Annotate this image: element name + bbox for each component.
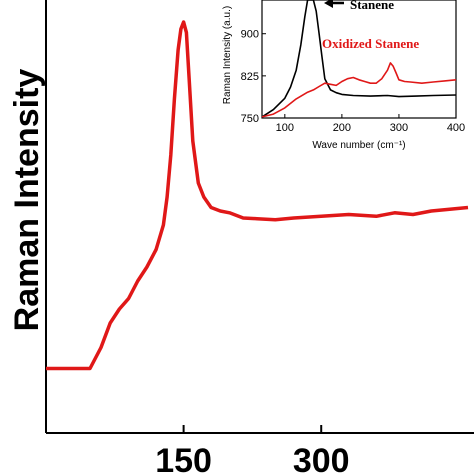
main-y-axis-label: Raman Intensity xyxy=(8,69,46,332)
main-x-ticks: 150 300 xyxy=(155,425,350,474)
inset-y-tick-label: 900 xyxy=(241,29,259,41)
inset-x-tick-label: 400 xyxy=(447,122,465,134)
inset-series xyxy=(261,0,457,118)
main-series xyxy=(46,20,469,371)
inset-y-tick-label: 825 xyxy=(241,71,259,83)
inset-series-line xyxy=(261,62,457,118)
inset-series-line xyxy=(261,0,457,118)
inset-x-tick-label: 100 xyxy=(276,122,294,134)
inset-y-axis-label: Raman Intensity (a.u.) xyxy=(222,6,233,104)
inset-frame xyxy=(261,0,457,119)
inset-x-tick-label: 200 xyxy=(333,122,351,134)
main-x-tick-label: 150 xyxy=(155,442,212,474)
legend-stanene: Stanene xyxy=(350,0,394,12)
main-x-tick-label: 300 xyxy=(293,442,350,474)
main-chart: Raman Intensity 150 300 xyxy=(8,0,474,474)
inset-y-ticks: 750 825 900 xyxy=(241,29,266,125)
inset-legend: Stanene Oxidized Stanene xyxy=(322,0,419,51)
inset-chart: 100 200 300 400 750 825 900 Wave number (cm⁻¹… xyxy=(222,0,465,151)
inset-y-tick-label: 750 xyxy=(241,113,259,125)
legend-arrow-head-stanene xyxy=(324,0,333,8)
inset-x-axis-label: Wave number (cm⁻¹) xyxy=(312,140,405,151)
legend-oxidized-stanene: Oxidized Stanene xyxy=(322,36,419,51)
inset-x-ticks: 100 200 300 400 xyxy=(276,114,465,134)
main-series-line xyxy=(46,20,469,371)
inset-x-tick-label: 300 xyxy=(390,122,408,134)
